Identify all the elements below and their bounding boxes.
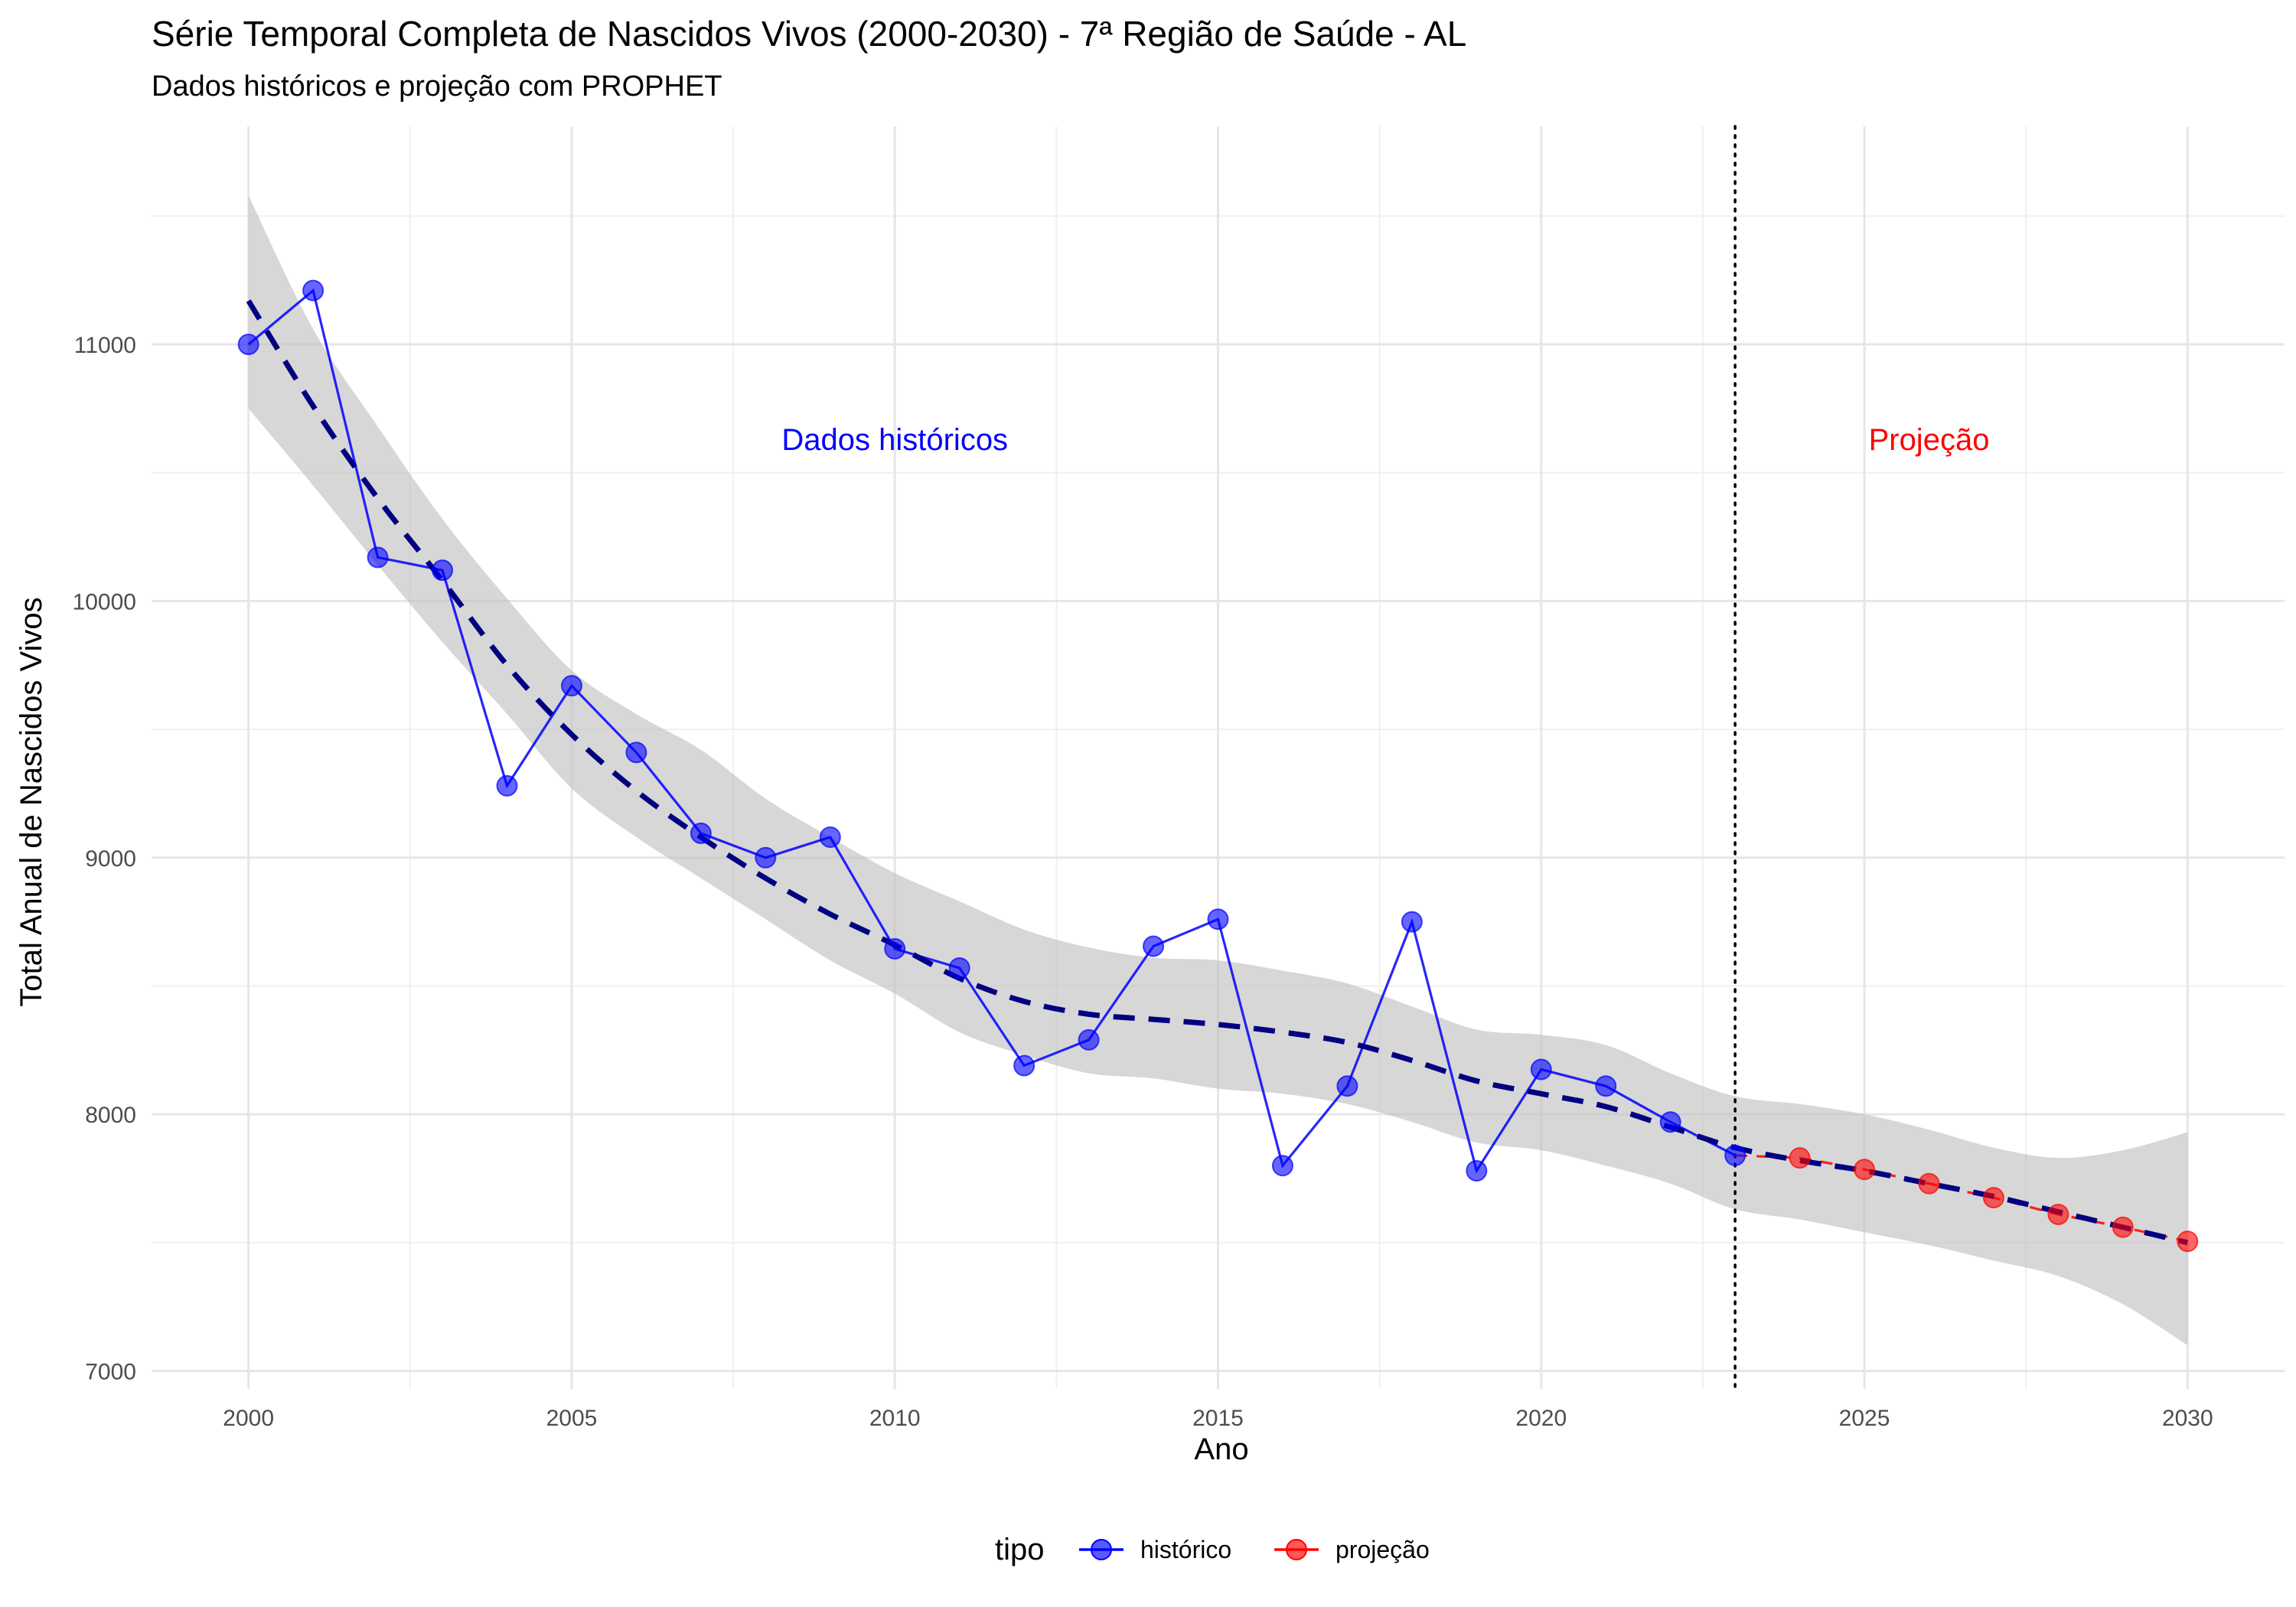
x-tick-label: 2015 <box>1192 1406 1244 1431</box>
x-tick-label: 2005 <box>546 1406 598 1431</box>
y-tick-label: 7000 <box>85 1360 136 1385</box>
data-point-historico <box>690 822 712 844</box>
annotation-label: Projeção <box>1869 423 1990 457</box>
data-point-historico <box>1207 908 1229 931</box>
data-point-projecao <box>1789 1147 1811 1169</box>
annotation-label: Dados históricos <box>781 423 1008 457</box>
data-point-historico <box>560 675 582 697</box>
y-axis-ticks: 7000 8000 9000 10000 11000 <box>73 333 136 1384</box>
legend-label: histórico <box>1140 1536 1231 1563</box>
data-point-historico <box>1401 911 1423 933</box>
data-point-historico <box>1595 1075 1617 1097</box>
data-point-projecao <box>2047 1203 2069 1225</box>
x-axis-title: Ano <box>1194 1433 1248 1466</box>
data-point-projecao <box>2177 1231 2199 1253</box>
y-tick-label: 8000 <box>85 1103 136 1128</box>
x-axis-ticks: 2000 2005 2010 2015 2020 2025 2030 <box>223 1406 2213 1431</box>
chart-subtitle: Dados históricos e projeção com PROPHET <box>152 70 722 103</box>
confidence-band <box>248 195 2188 1345</box>
x-tick-label: 2000 <box>223 1406 274 1431</box>
data-point-historico <box>1013 1054 1035 1077</box>
y-axis-title: Total Anual de Nascidos Vivos <box>15 597 48 1006</box>
x-tick-label: 2025 <box>1839 1406 1890 1431</box>
x-tick-label: 2020 <box>1515 1406 1567 1431</box>
data-point-historico <box>1530 1058 1552 1081</box>
x-tick-label: 2010 <box>869 1406 921 1431</box>
data-point-historico <box>1271 1155 1293 1177</box>
chart-title: Série Temporal Completa de Nascidos Vivo… <box>152 14 1466 54</box>
x-tick-label: 2030 <box>2162 1406 2213 1431</box>
legend-key-point <box>1286 1539 1307 1560</box>
data-point-historico <box>1336 1075 1358 1097</box>
y-tick-label: 9000 <box>85 846 136 872</box>
legend-title: tipo <box>995 1533 1045 1566</box>
data-point-historico <box>1659 1111 1681 1133</box>
data-point-historico <box>1078 1028 1100 1051</box>
data-point-historico <box>496 774 518 797</box>
data-point-historico <box>1724 1144 1746 1166</box>
data-point-historico <box>625 742 647 764</box>
data-point-historico <box>755 846 777 869</box>
data-point-historico <box>1466 1159 1488 1182</box>
data-point-projecao <box>2112 1216 2134 1238</box>
data-point-historico <box>819 826 841 848</box>
data-point-historico <box>884 937 906 960</box>
data-point-historico <box>237 334 259 356</box>
legend-key-point <box>1091 1539 1112 1560</box>
confidence-band-area <box>248 195 2188 1345</box>
data-point-historico <box>367 546 389 569</box>
y-tick-label: 11000 <box>74 333 136 358</box>
legend: tipo histórico projeção <box>995 1533 1430 1566</box>
y-tick-label: 10000 <box>73 589 136 614</box>
data-point-projecao <box>1982 1187 2004 1209</box>
data-point-historico <box>1143 935 1165 957</box>
legend-label: projeção <box>1336 1536 1430 1563</box>
annotations: Dados históricos Projeção <box>781 423 1989 457</box>
data-point-historico <box>432 559 454 582</box>
data-point-projecao <box>1854 1159 1876 1181</box>
data-point-historico <box>302 279 325 302</box>
data-point-projecao <box>1918 1172 1940 1195</box>
series-line-historico <box>247 288 1736 1174</box>
data-points <box>237 279 2199 1253</box>
data-point-historico <box>948 957 970 979</box>
